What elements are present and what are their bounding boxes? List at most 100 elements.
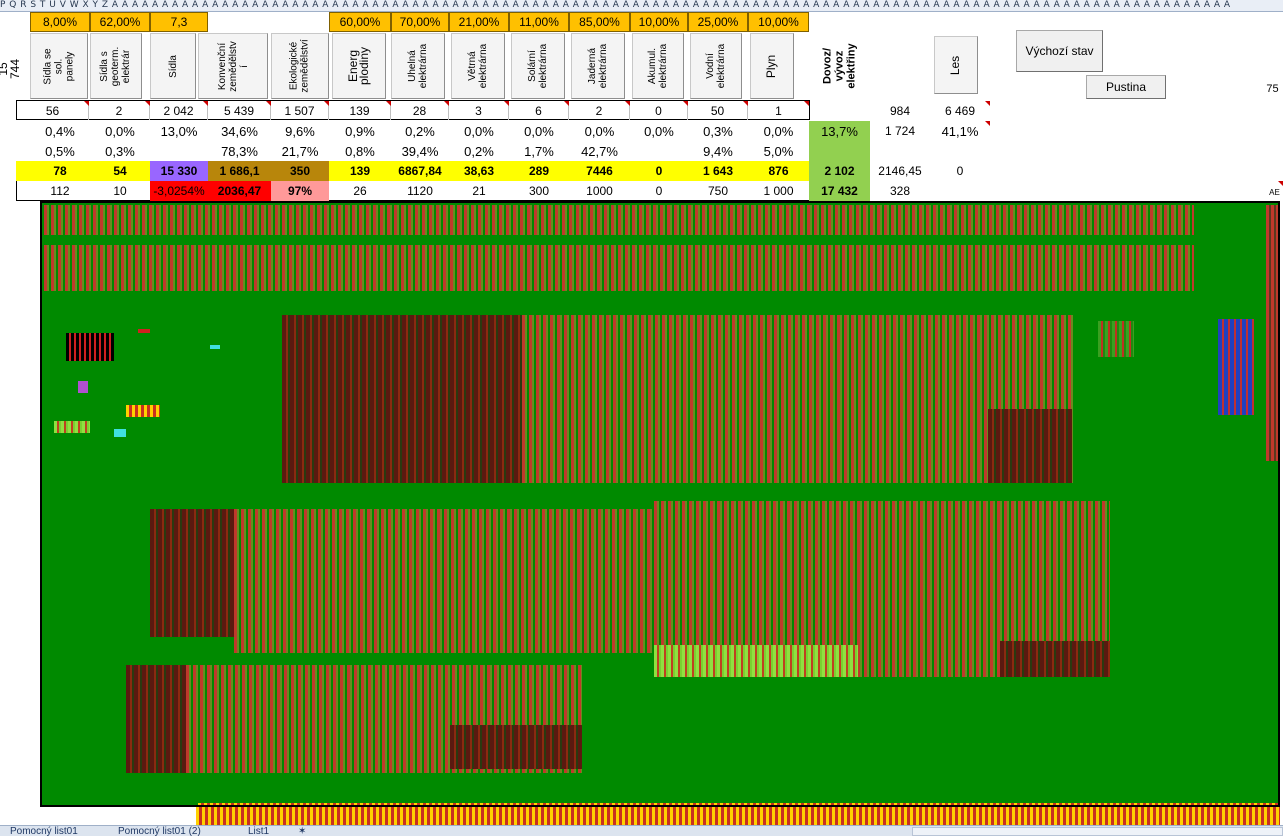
r1-solar-plant[interactable]: 6 — [509, 101, 569, 120]
pct-solar-plant[interactable]: 11,00% — [509, 12, 569, 32]
r2-conventional-agri[interactable]: 34,6% — [221, 123, 258, 139]
r3-gas[interactable]: 5,0% — [763, 143, 794, 159]
r1-coal-plant[interactable]: 28 — [391, 101, 449, 120]
r3-water-plant[interactable]: 9,4% — [703, 143, 733, 159]
r5-extra-a[interactable]: 328 — [889, 184, 911, 198]
r3-wind-plant[interactable]: 0,2% — [464, 143, 494, 159]
pct-accumulation-plant[interactable]: 10,00% — [630, 12, 688, 32]
header-energy-crops[interactable]: Energ plodiny — [332, 33, 386, 99]
r2-ecological-agri[interactable]: 9,6% — [285, 123, 315, 139]
r1-accumulation-plant[interactable]: 0 — [630, 101, 688, 120]
pct-solar-settlements[interactable]: 8,00% — [30, 12, 90, 32]
sheet-tab-list1[interactable]: List1 — [248, 826, 270, 836]
comment-indicator[interactable] — [266, 101, 271, 106]
comment-indicator[interactable] — [625, 101, 630, 106]
pct-wind-plant[interactable]: 21,00% — [449, 12, 509, 32]
r2-accumulation-plant[interactable]: 0,0% — [644, 123, 674, 139]
header-ecological-agriculture[interactable]: Ekologické zemědělství — [271, 33, 329, 99]
comment-indicator[interactable] — [564, 101, 569, 106]
r2-solar-plant[interactable]: 0,0% — [524, 123, 554, 139]
r4-solar-plant[interactable]: 289 — [528, 164, 550, 178]
r5-coal-plant[interactable]: 1120 — [407, 184, 433, 198]
r3-solar-plant[interactable]: 1,7% — [524, 143, 554, 159]
r1-wind-plant[interactable]: 3 — [449, 101, 509, 120]
r4-conventional-agri[interactable]: 1 686,1 — [208, 161, 271, 181]
r4-settlements[interactable]: 15 330 — [150, 161, 208, 181]
pct-gas[interactable]: 10,00% — [748, 12, 809, 32]
header-water-plant[interactable]: Vodní elektrárna — [690, 33, 742, 99]
r5-nuclear-plant[interactable]: 1000 — [586, 184, 613, 198]
default-state-button[interactable]: Výchozí stav — [1016, 30, 1103, 72]
r1-gas[interactable]: 1 — [775, 103, 782, 118]
r3-solar-settlements[interactable]: 0,5% — [45, 143, 75, 159]
r1-water-plant[interactable]: 50 — [688, 101, 748, 120]
column-header-row[interactable]: P Q R S T U V W X Y Z A A A A A A A A A … — [0, 0, 1283, 12]
header-forest[interactable]: Les — [934, 36, 978, 94]
r3-nuclear-plant[interactable]: 42,7% — [581, 143, 618, 159]
r5-import-export[interactable]: 17 432 — [809, 181, 870, 201]
sheet-tab-pomocny-list01[interactable]: Pomocný list01 — [10, 826, 78, 836]
pct-energy-crops[interactable]: 60,00% — [329, 12, 391, 32]
comment-indicator[interactable] — [1278, 181, 1283, 186]
r1-settlements[interactable]: 2 042 — [150, 101, 208, 120]
header-geotherm-settlements[interactable]: Sídla s geoterm. elektrár — [90, 33, 142, 99]
comment-indicator[interactable] — [444, 101, 449, 106]
comment-indicator[interactable] — [145, 101, 150, 106]
r4-wind-plant[interactable]: 38,63 — [463, 164, 495, 178]
r2-nuclear-plant[interactable]: 0,0% — [584, 123, 615, 139]
header-nuclear-plant[interactable]: Jaderná elektrárna — [571, 33, 625, 99]
comment-indicator[interactable] — [504, 101, 509, 106]
r4-geotherm-settlements[interactable]: 54 — [113, 164, 127, 178]
r4-import-export[interactable]: 2 102 — [809, 161, 870, 181]
r4-ecological-agri[interactable]: 350 — [271, 161, 329, 181]
r1-forest[interactable]: 6 469 — [944, 103, 976, 118]
pct-coal-plant[interactable]: 70,00% — [391, 12, 449, 32]
r2-extra-a[interactable]: 1 724 — [884, 124, 916, 138]
header-wind-plant[interactable]: Větrná elektrárna — [451, 33, 505, 99]
comment-indicator[interactable] — [386, 101, 391, 106]
comment-indicator[interactable] — [985, 121, 990, 126]
r4-gas[interactable]: 876 — [768, 164, 789, 178]
r5-gas[interactable]: 1 000 — [763, 184, 794, 198]
r5-solar-settlements[interactable]: 112 — [50, 184, 70, 198]
wasteland-button[interactable]: Pustina — [1086, 75, 1166, 99]
comment-indicator[interactable] — [683, 101, 688, 106]
comment-indicator[interactable] — [203, 101, 208, 106]
r2-wind-plant[interactable]: 0,0% — [464, 123, 494, 139]
pct-nuclear-plant[interactable]: 85,00% — [569, 12, 630, 32]
r1-nuclear-plant[interactable]: 2 — [569, 101, 630, 120]
r2-energy-crops[interactable]: 0,9% — [345, 123, 375, 139]
horizontal-scrollbar[interactable] — [912, 827, 1283, 836]
r5-geotherm-settlements[interactable]: 10 — [113, 184, 127, 198]
r2-settlements[interactable]: 13,0% — [160, 123, 198, 139]
r2-import-export[interactable]: 13,7% — [809, 121, 870, 141]
header-conventional-agriculture[interactable]: Konvenční zemědělstv í — [198, 33, 268, 99]
r4-extra-a[interactable]: 2146,45 — [878, 164, 922, 178]
r3-coal-plant[interactable]: 39,4% — [401, 143, 439, 159]
comment-indicator[interactable] — [804, 101, 809, 106]
r4-nuclear-plant[interactable]: 7446 — [586, 164, 613, 178]
r5-water-plant[interactable]: 750 — [707, 184, 729, 198]
r1-ecological-agri[interactable]: 1 507 — [271, 101, 329, 120]
comment-indicator[interactable] — [743, 101, 748, 106]
r5-energy-crops[interactable]: 26 — [353, 184, 367, 198]
r4-solar-settlements[interactable]: 78 — [53, 164, 67, 178]
pct-settlements[interactable]: 7,3 — [150, 12, 208, 32]
r4-water-plant[interactable]: 1 643 — [702, 164, 734, 178]
header-solar-settlements[interactable]: Sídla se sol. panely — [30, 33, 88, 99]
pct-water-plant[interactable]: 25,00% — [688, 12, 748, 32]
r5-solar-plant[interactable]: 300 — [528, 184, 550, 198]
r1-solar-settlements[interactable]: 56 — [17, 101, 89, 120]
r2-solar-settlements[interactable]: 0,4% — [45, 123, 75, 139]
r3-geotherm-settlements[interactable]: 0,3% — [105, 143, 135, 159]
r2-gas[interactable]: 0,0% — [763, 123, 794, 139]
comment-indicator[interactable] — [324, 101, 329, 106]
land-use-map[interactable] — [40, 201, 1280, 807]
r3-conventional-agri[interactable]: 78,3% — [221, 143, 258, 159]
r1-extra-a[interactable]: 984 — [889, 103, 911, 118]
r5-ecological-agri[interactable]: 97% — [271, 181, 329, 201]
r4-accumulation-plant[interactable]: 0 — [655, 164, 663, 178]
comment-indicator[interactable] — [84, 101, 89, 106]
r5-conventional-agri[interactable]: 2036,47 — [208, 181, 271, 201]
r2-water-plant[interactable]: 0,3% — [703, 123, 733, 139]
